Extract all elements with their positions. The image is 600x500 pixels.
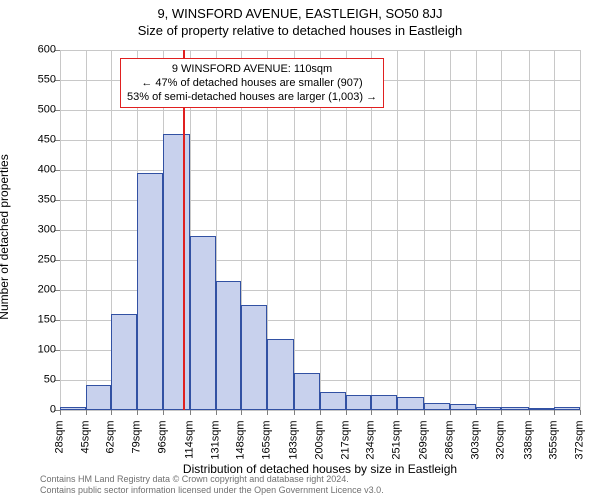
x-tick-mark xyxy=(424,410,425,415)
gridline-vertical xyxy=(476,50,477,410)
plot-area: 9 WINSFORD AVENUE: 110sqm ← 47% of detac… xyxy=(60,50,580,410)
y-tick-label: 50 xyxy=(18,375,56,386)
histogram-bar xyxy=(86,385,112,410)
y-tick-label: 400 xyxy=(18,165,56,176)
gridline-vertical xyxy=(60,50,61,410)
x-tick-label: 62sqm xyxy=(106,421,117,454)
footer-line-2: Contains public sector information licen… xyxy=(40,485,384,495)
x-tick-label: 200sqm xyxy=(315,421,326,460)
x-tick-label: 234sqm xyxy=(366,421,377,460)
x-tick-label: 148sqm xyxy=(236,421,247,460)
annotation-box: 9 WINSFORD AVENUE: 110sqm ← 47% of detac… xyxy=(120,58,384,108)
x-tick-label: 28sqm xyxy=(55,421,66,454)
gridline-vertical xyxy=(397,50,398,410)
gridline-vertical xyxy=(86,50,87,410)
histogram-bar xyxy=(397,397,424,410)
x-tick-label: 303sqm xyxy=(470,421,481,460)
x-tick-label: 286sqm xyxy=(445,421,456,460)
y-tick-label: 600 xyxy=(18,45,56,56)
y-tick-label: 100 xyxy=(18,345,56,356)
histogram-bar xyxy=(294,373,320,410)
y-tick-label: 300 xyxy=(18,225,56,236)
y-tick-label: 0 xyxy=(18,405,56,416)
x-tick-label: 114sqm xyxy=(185,421,196,459)
y-tick-label: 250 xyxy=(18,255,56,266)
gridline-vertical xyxy=(554,50,555,410)
x-tick-mark xyxy=(111,410,112,415)
histogram-bar xyxy=(529,408,555,410)
x-tick-mark xyxy=(241,410,242,415)
x-tick-label: 320sqm xyxy=(496,421,507,460)
x-tick-label: 79sqm xyxy=(132,421,143,454)
x-tick-mark xyxy=(450,410,451,415)
x-tick-label: 131sqm xyxy=(210,421,221,460)
x-tick-mark xyxy=(267,410,268,415)
histogram-bar xyxy=(60,407,86,410)
histogram-bar xyxy=(267,339,294,410)
x-tick-mark xyxy=(294,410,295,415)
histogram-bar xyxy=(554,407,580,410)
histogram-bar xyxy=(163,134,190,410)
x-tick-mark xyxy=(397,410,398,415)
annotation-line: 53% of semi-detached houses are larger (… xyxy=(127,90,377,104)
x-tick-mark xyxy=(163,410,164,415)
y-tick-labels: 050100150200250300350400450500550600 xyxy=(18,50,56,410)
x-tick-label: 269sqm xyxy=(419,421,430,460)
x-tick-label: 251sqm xyxy=(392,421,403,460)
x-tick-label: 217sqm xyxy=(340,421,351,460)
gridline-vertical xyxy=(424,50,425,410)
histogram-bar xyxy=(137,173,163,410)
x-tick-mark xyxy=(580,410,581,415)
x-tick-label: 338sqm xyxy=(523,421,534,460)
histogram-bar xyxy=(371,395,397,410)
histogram-bar xyxy=(476,407,502,410)
histogram-bar xyxy=(320,392,346,410)
histogram-bar xyxy=(424,403,450,410)
gridline-vertical xyxy=(450,50,451,410)
x-tick-label: 45sqm xyxy=(80,421,91,454)
page-title-line-1: 9, WINSFORD AVENUE, EASTLEIGH, SO50 8JJ xyxy=(0,0,600,21)
histogram-bar xyxy=(501,407,528,410)
x-tick-mark xyxy=(371,410,372,415)
gridline-vertical xyxy=(529,50,530,410)
histogram-bar xyxy=(190,236,216,410)
y-tick-label: 450 xyxy=(18,135,56,146)
x-tick-mark xyxy=(60,410,61,415)
page-title-line-2: Size of property relative to detached ho… xyxy=(0,21,600,38)
histogram-bar xyxy=(111,314,137,410)
histogram-bar xyxy=(216,281,242,410)
histogram-bar xyxy=(241,305,267,410)
footer-line-1: Contains HM Land Registry data © Crown c… xyxy=(40,474,349,484)
x-tick-mark xyxy=(190,410,191,415)
y-axis-title: Number of detached properties xyxy=(0,154,11,319)
histogram-chart: 9 WINSFORD AVENUE: 110sqm ← 47% of detac… xyxy=(60,50,580,410)
y-tick-label: 500 xyxy=(18,105,56,116)
x-tick-mark xyxy=(86,410,87,415)
x-tick-label: 183sqm xyxy=(289,421,300,460)
histogram-bar xyxy=(346,395,372,410)
x-tick-mark xyxy=(320,410,321,415)
gridline-vertical xyxy=(501,50,502,410)
x-tick-mark xyxy=(501,410,502,415)
y-tick-label: 550 xyxy=(18,75,56,86)
x-tick-mark xyxy=(554,410,555,415)
y-tick-label: 350 xyxy=(18,195,56,206)
y-tick-label: 150 xyxy=(18,315,56,326)
x-tick-label: 372sqm xyxy=(575,421,586,460)
y-tick-label: 200 xyxy=(18,285,56,296)
x-tick-label: 96sqm xyxy=(157,421,168,454)
x-tick-mark xyxy=(216,410,217,415)
x-tick-mark xyxy=(476,410,477,415)
x-tick-label: 165sqm xyxy=(262,421,273,460)
histogram-bar xyxy=(450,404,476,410)
annotation-line: 9 WINSFORD AVENUE: 110sqm xyxy=(127,62,377,76)
gridline-vertical xyxy=(580,50,581,410)
footer-note: Contains HM Land Registry data © Crown c… xyxy=(40,474,590,496)
annotation-line: ← 47% of detached houses are smaller (90… xyxy=(127,76,377,90)
x-tick-mark xyxy=(529,410,530,415)
x-tick-mark xyxy=(346,410,347,415)
x-tick-mark xyxy=(137,410,138,415)
x-tick-label: 355sqm xyxy=(549,421,560,460)
